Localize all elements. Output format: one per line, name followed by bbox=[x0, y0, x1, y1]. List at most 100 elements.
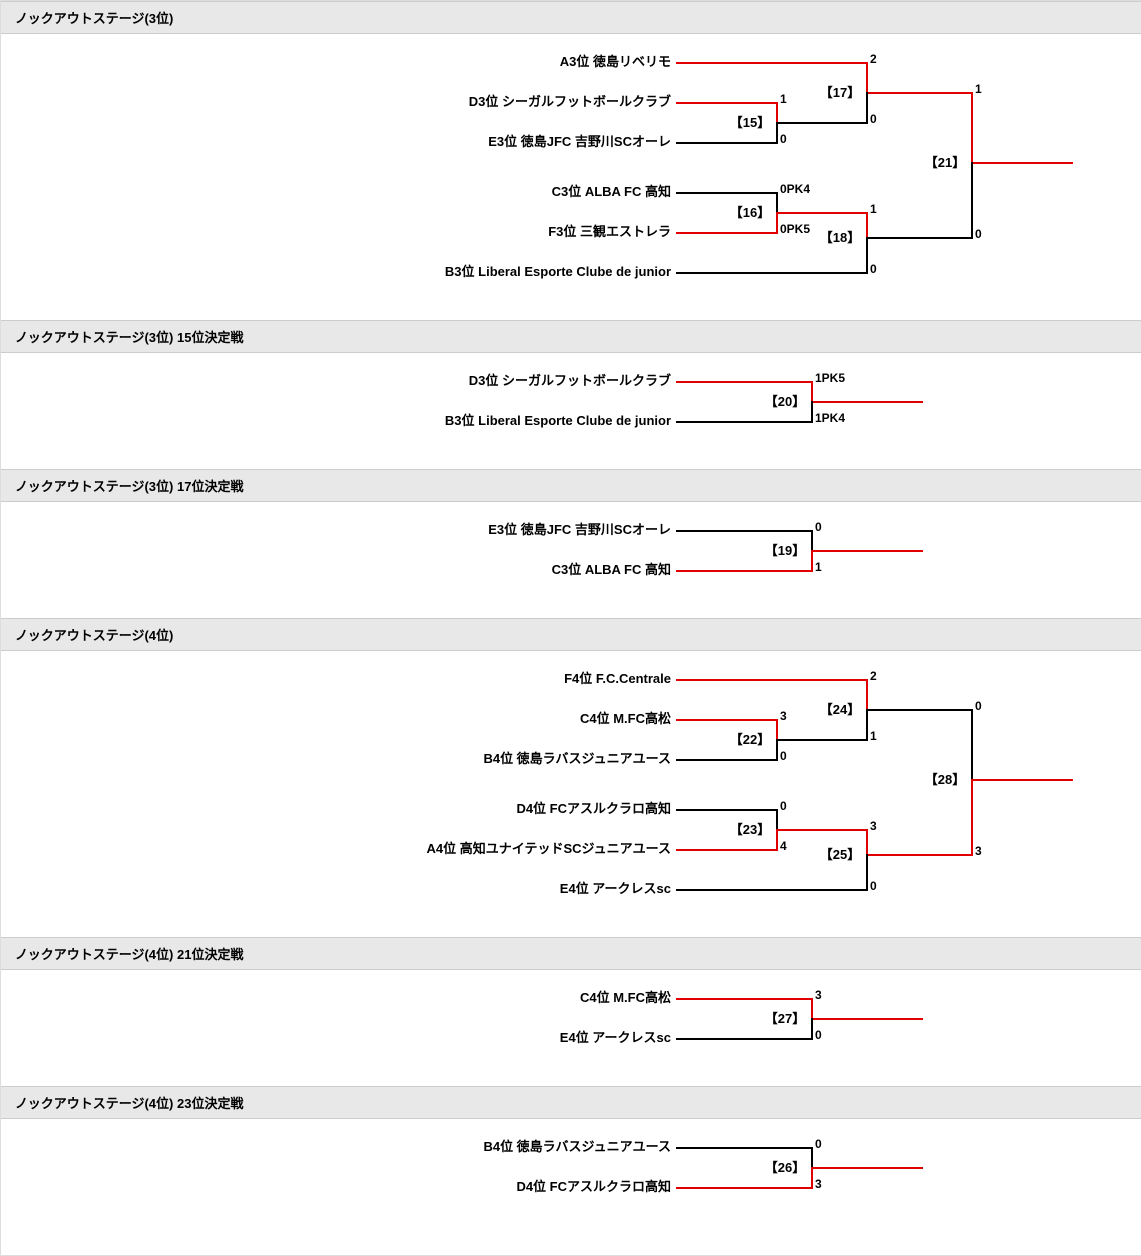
bracket-line bbox=[776, 102, 778, 124]
bracket-line bbox=[971, 92, 973, 164]
score-label: 1 bbox=[870, 729, 877, 743]
match-label: 【16】 bbox=[726, 202, 774, 221]
bracket-line bbox=[811, 1167, 813, 1189]
bracket: A3位 徳島リベリモD3位 シーガルフットボールクラブE3位 徳島JFC 吉野川… bbox=[41, 42, 1121, 312]
bracket-line bbox=[866, 709, 973, 711]
bracket-line bbox=[676, 679, 868, 681]
bracket-line bbox=[676, 192, 778, 194]
team-label: F3位 三観エストレラ bbox=[101, 222, 671, 242]
bracket-line bbox=[776, 809, 778, 831]
team-label: B4位 徳島ラバスジュニアユース bbox=[101, 1137, 671, 1157]
bracket-line bbox=[676, 62, 868, 64]
section-header: ノックアウトステージ(4位) 23位決定戦 bbox=[1, 1086, 1141, 1119]
bracket: C4位 M.FC高松E4位 アークレスsc【27】30 bbox=[41, 978, 1121, 1078]
score-label: 1 bbox=[780, 92, 787, 106]
bracket-line bbox=[676, 142, 778, 144]
section-header: ノックアウトステージ(3位) 15位決定戦 bbox=[1, 320, 1141, 353]
bracket-line bbox=[676, 102, 778, 104]
bracket-line bbox=[811, 1147, 813, 1169]
bracket-line bbox=[776, 739, 868, 741]
match-label: 【23】 bbox=[726, 819, 774, 838]
bracket-line bbox=[971, 162, 973, 239]
bracket-line bbox=[676, 232, 778, 234]
score-label: 0 bbox=[780, 132, 787, 146]
bracket-line bbox=[866, 237, 973, 239]
score-label: 0 bbox=[870, 879, 877, 893]
bracket-line bbox=[676, 272, 868, 274]
bracket-line bbox=[676, 381, 813, 383]
score-label: 3 bbox=[815, 988, 822, 1002]
score-label: 3 bbox=[815, 1177, 822, 1191]
score-label: 0PK4 bbox=[780, 182, 810, 196]
score-label: 0 bbox=[815, 520, 822, 534]
score-label: 0 bbox=[870, 112, 877, 126]
team-label: A4位 高知ユナイテッドSCジュニアユース bbox=[101, 839, 671, 859]
tournament-page: ノックアウトステージ(3位)A3位 徳島リベリモD3位 シーガルフットボールクラ… bbox=[0, 0, 1141, 1256]
bracket-line bbox=[776, 829, 778, 851]
score-label: 1 bbox=[870, 202, 877, 216]
bracket-line bbox=[971, 709, 973, 781]
bracket-line bbox=[971, 162, 1073, 164]
score-label: 0PK5 bbox=[780, 222, 810, 236]
team-label: D3位 シーガルフットボールクラブ bbox=[101, 92, 671, 112]
bracket-line bbox=[866, 854, 868, 891]
score-label: 0 bbox=[975, 699, 982, 713]
score-label: 0 bbox=[815, 1137, 822, 1151]
bracket-line bbox=[676, 889, 868, 891]
team-label: E3位 徳島JFC 吉野川SCオーレ bbox=[101, 520, 671, 540]
bracket-line bbox=[776, 122, 778, 144]
bracket: F4位 F.C.CentraleC4位 M.FC高松B4位 徳島ラバスジュニアユ… bbox=[41, 659, 1121, 929]
team-label: C3位 ALBA FC 高知 bbox=[101, 182, 671, 202]
bracket: B4位 徳島ラバスジュニアユースD4位 FCアスルクラロ高知【26】03 bbox=[41, 1127, 1121, 1227]
bracket-line bbox=[676, 1147, 813, 1149]
match-label: 【28】 bbox=[921, 769, 969, 788]
match-label: 【19】 bbox=[761, 540, 809, 559]
score-label: 3 bbox=[780, 709, 787, 723]
bracket-line bbox=[866, 212, 868, 239]
bracket: E3位 徳島JFC 吉野川SCオーレC3位 ALBA FC 高知【19】01 bbox=[41, 510, 1121, 610]
score-label: 1 bbox=[975, 82, 982, 96]
bracket-line bbox=[776, 212, 868, 214]
team-label: D3位 シーガルフットボールクラブ bbox=[101, 371, 671, 391]
bracket-line bbox=[776, 212, 778, 234]
section-header: ノックアウトステージ(3位) 17位決定戦 bbox=[1, 469, 1141, 502]
team-label: D4位 FCアスルクラロ高知 bbox=[101, 799, 671, 819]
team-label: D4位 FCアスルクラロ高知 bbox=[101, 1177, 671, 1197]
match-label: 【17】 bbox=[816, 82, 864, 101]
score-label: 1PK4 bbox=[815, 411, 845, 425]
team-label: E4位 アークレスsc bbox=[101, 879, 671, 899]
bracket-line bbox=[811, 401, 923, 403]
bracket-line bbox=[866, 62, 868, 94]
match-label: 【24】 bbox=[816, 699, 864, 718]
bracket-line bbox=[971, 779, 1073, 781]
bracket-line bbox=[866, 854, 973, 856]
match-label: 【21】 bbox=[921, 152, 969, 171]
bracket-line bbox=[676, 998, 813, 1000]
bracket-line bbox=[866, 237, 868, 274]
bracket-line bbox=[971, 779, 973, 856]
bracket-line bbox=[811, 530, 813, 552]
bracket-line bbox=[776, 719, 778, 741]
bracket-line bbox=[866, 829, 868, 856]
bracket-line bbox=[676, 530, 813, 532]
bracket-line bbox=[811, 381, 813, 403]
bracket-line bbox=[866, 92, 973, 94]
bracket-line bbox=[776, 739, 778, 761]
bracket-line bbox=[866, 679, 868, 711]
bracket-line bbox=[676, 849, 778, 851]
team-label: B3位 Liberal Esporte Clube de junior bbox=[101, 262, 671, 282]
bracket-line bbox=[676, 759, 778, 761]
score-label: 3 bbox=[975, 844, 982, 858]
match-label: 【22】 bbox=[726, 729, 774, 748]
bracket-line bbox=[811, 1018, 813, 1040]
bracket-line bbox=[811, 1167, 923, 1169]
bracket-line bbox=[811, 550, 813, 572]
bracket-line bbox=[676, 570, 813, 572]
bracket-line bbox=[676, 719, 778, 721]
team-label: C4位 M.FC高松 bbox=[101, 709, 671, 729]
score-label: 1PK5 bbox=[815, 371, 845, 385]
bracket-line bbox=[866, 709, 868, 741]
score-label: 2 bbox=[870, 669, 877, 683]
section-header: ノックアウトステージ(4位) bbox=[1, 618, 1141, 651]
score-label: 0 bbox=[870, 262, 877, 276]
